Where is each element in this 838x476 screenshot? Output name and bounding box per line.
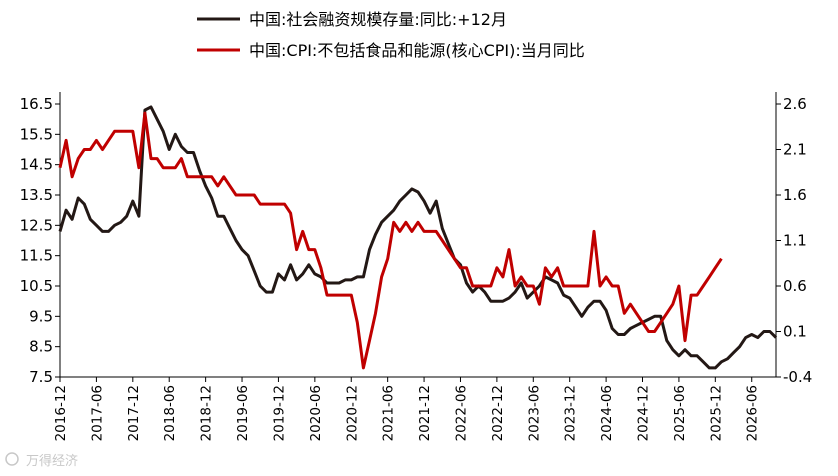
x-tick-label: 2019-12 (271, 385, 287, 441)
right-tick-label: 2.1 (783, 141, 807, 159)
x-tick-label: 2021-06 (381, 385, 397, 441)
right-tick-label: -0.4 (783, 368, 812, 386)
right-tick-label: 2.6 (783, 95, 807, 113)
x-tick-label: 2023-06 (526, 385, 542, 441)
series-layer (58, 105, 778, 370)
x-tick-label: 2025-12 (708, 385, 724, 441)
legend-label-social-financing: 中国:社会融资规模存量:同比:+12月 (249, 10, 507, 29)
right-tick-label: 1.1 (783, 232, 807, 250)
right-tick-label: 0.6 (783, 277, 807, 295)
x-tick-label: 2019-06 (235, 385, 251, 441)
legend: 中国:社会融资规模存量:同比:+12月 中国:CPI:不包括食品和能源(核心CP… (197, 10, 585, 60)
left-tick-label: 7.5 (29, 368, 53, 386)
x-tick-label: 2025-06 (672, 385, 688, 441)
x-tick-label: 2020-12 (344, 385, 360, 441)
x-tick-label: 2024-12 (636, 385, 652, 441)
left-tick-label: 9.5 (29, 307, 53, 325)
left-tick-label: 12.5 (20, 216, 53, 234)
x-tick-label: 2022-06 (453, 385, 469, 441)
series-line-social-financing (58, 105, 778, 370)
x-tick-label: 2022-12 (490, 385, 506, 441)
left-tick-label: 16.5 (20, 95, 53, 113)
right-tick-label: 0.1 (783, 323, 807, 341)
left-tick-label: 11.5 (20, 247, 53, 265)
x-tick-label: 2024-06 (599, 385, 615, 441)
legend-label-core-cpi: 中国:CPI:不包括食品和能源(核心CPI):当月同比 (249, 41, 585, 60)
left-tick-label: 10.5 (20, 277, 53, 295)
left-tick-label: 15.5 (20, 125, 53, 143)
x-tick-label: 2023-12 (563, 385, 579, 441)
x-tick-label: 2020-06 (308, 385, 324, 441)
watermark-logo-icon (5, 452, 19, 466)
watermark: 万得经济 (5, 452, 78, 469)
x-tick-label: 2017-12 (126, 385, 142, 441)
series-line-core-cpi (58, 111, 723, 370)
x-axis-ticks: 2016-12 2017-06 2017-12 2018-06 2018-12 2019-… (53, 377, 761, 441)
left-tick-label: 8.5 (29, 338, 53, 356)
right-axis-ticks: 2.6 2.1 1.6 1.1 0.6 0.1 -0.4 (776, 95, 812, 386)
x-tick-label: 2018-12 (199, 385, 215, 441)
left-tick-label: 14.5 (20, 156, 53, 174)
x-tick-label: 2018-06 (162, 385, 178, 441)
x-tick-label: 2026-06 (745, 385, 761, 441)
left-axis-ticks: 16.5 15.5 14.5 13.5 12.5 11.5 10.5 9.5 8.5 7.5 (20, 95, 60, 386)
x-tick-label: 2017-06 (89, 385, 105, 441)
watermark-text: 万得经济 (26, 453, 78, 469)
right-tick-label: 1.6 (783, 186, 807, 204)
x-tick-label: 2016-12 (53, 385, 69, 441)
x-tick-label: 2021-12 (417, 385, 433, 441)
left-tick-label: 13.5 (20, 186, 53, 204)
